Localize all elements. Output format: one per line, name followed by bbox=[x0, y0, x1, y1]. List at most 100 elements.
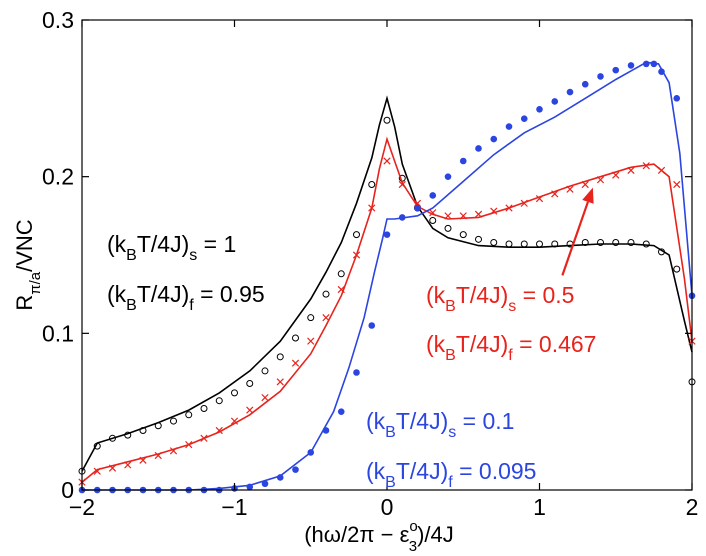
data-point bbox=[581, 238, 589, 246]
series-line bbox=[82, 61, 693, 491]
data-point bbox=[429, 192, 437, 199]
data-point bbox=[520, 115, 528, 122]
data-point bbox=[200, 405, 208, 413]
data-point bbox=[352, 251, 361, 259]
data-point bbox=[154, 422, 162, 430]
y-tick-label: 0.1 bbox=[42, 320, 74, 346]
data-point bbox=[459, 157, 467, 165]
series-T=0.1 bbox=[78, 60, 696, 494]
data-point bbox=[414, 204, 421, 212]
annotation-t1-f: (kBT/4J)f = 0.95 bbox=[107, 281, 265, 314]
data-point bbox=[413, 199, 422, 207]
data-point bbox=[566, 88, 574, 96]
data-point bbox=[307, 449, 315, 456]
data-point bbox=[627, 238, 635, 246]
data-point bbox=[170, 417, 177, 425]
y-tick-label: 0.2 bbox=[42, 164, 74, 190]
data-point bbox=[368, 322, 376, 329]
data-point bbox=[475, 235, 482, 243]
annotation-t01-f: (kBT/4J)f = 0.095 bbox=[366, 458, 536, 491]
data-point bbox=[612, 171, 620, 179]
data-point bbox=[520, 199, 528, 207]
data-point bbox=[200, 434, 208, 442]
data-point bbox=[292, 334, 299, 342]
data-point bbox=[444, 212, 452, 220]
data-point bbox=[383, 231, 391, 238]
data-point bbox=[657, 166, 666, 175]
data-point bbox=[291, 359, 300, 367]
data-point bbox=[322, 427, 330, 434]
y-axis-label-sub: π/a bbox=[27, 271, 44, 295]
data-point bbox=[490, 207, 498, 215]
data-point bbox=[612, 66, 620, 74]
data-point bbox=[566, 185, 574, 193]
data-point bbox=[642, 240, 650, 248]
arrow-shaft bbox=[561, 201, 589, 276]
x-tick-label: −2 bbox=[69, 494, 95, 520]
y-axis-label: Rπ/a/VNC bbox=[12, 219, 44, 310]
data-point bbox=[551, 98, 559, 105]
x-tick-label: 2 bbox=[686, 494, 699, 520]
data-point bbox=[261, 480, 269, 488]
data-point bbox=[398, 180, 406, 189]
series-layer bbox=[78, 60, 696, 494]
data-point bbox=[154, 451, 162, 460]
data-point bbox=[551, 190, 559, 198]
data-point bbox=[535, 194, 544, 203]
data-point bbox=[383, 116, 391, 124]
data-point bbox=[261, 393, 269, 402]
x-axis-label: (hω/2π − εo 3)/4J bbox=[304, 518, 454, 555]
data-point bbox=[505, 240, 513, 248]
data-point bbox=[322, 290, 330, 298]
data-point bbox=[642, 162, 650, 170]
data-point bbox=[597, 73, 604, 80]
data-point bbox=[596, 176, 605, 184]
data-point bbox=[292, 466, 299, 473]
data-point bbox=[307, 337, 315, 345]
data-point bbox=[169, 447, 178, 455]
data-point bbox=[276, 353, 284, 361]
data-point bbox=[185, 440, 193, 449]
data-point bbox=[215, 397, 223, 405]
data-point bbox=[246, 483, 254, 491]
x-axis-label-sub: 3 bbox=[409, 538, 417, 555]
y-tick-label: 0.3 bbox=[42, 7, 74, 33]
data-point bbox=[490, 135, 498, 143]
data-point bbox=[536, 240, 543, 248]
data-point bbox=[650, 60, 658, 68]
data-point bbox=[398, 214, 406, 221]
data-point bbox=[459, 231, 467, 239]
data-point bbox=[109, 434, 116, 442]
data-point bbox=[246, 379, 254, 387]
data-point bbox=[108, 464, 117, 472]
data-point bbox=[93, 442, 101, 450]
data-point bbox=[658, 248, 665, 256]
x-tick-label: −1 bbox=[221, 494, 247, 520]
data-point bbox=[215, 426, 223, 435]
data-point bbox=[93, 467, 101, 475]
data-point bbox=[642, 60, 650, 68]
data-point bbox=[505, 123, 513, 130]
data-point bbox=[490, 238, 498, 246]
data-point bbox=[505, 204, 513, 212]
data-point bbox=[337, 408, 345, 415]
data-point bbox=[673, 180, 681, 189]
data-point bbox=[444, 173, 452, 180]
data-point bbox=[246, 406, 254, 414]
data-point bbox=[307, 314, 315, 322]
annotation-t1-s: (kBT/4J)s = 1 bbox=[107, 231, 236, 264]
annotation-t05-f: (kBT/4J)f = 0.467 bbox=[426, 331, 596, 364]
series-line bbox=[81, 136, 693, 483]
data-point bbox=[185, 411, 193, 419]
data-point bbox=[520, 240, 528, 248]
data-point bbox=[383, 157, 391, 165]
data-point bbox=[124, 461, 132, 469]
data-point bbox=[231, 389, 238, 397]
series-T=0.5 bbox=[78, 136, 696, 486]
data-point bbox=[474, 210, 483, 218]
x-axis-label-sup: o bbox=[409, 518, 417, 535]
ticks-layer: −2 −1 0 1 2 0 0.1 0.2 0.3 bbox=[42, 7, 698, 520]
data-point bbox=[261, 367, 269, 375]
data-point bbox=[627, 166, 635, 175]
